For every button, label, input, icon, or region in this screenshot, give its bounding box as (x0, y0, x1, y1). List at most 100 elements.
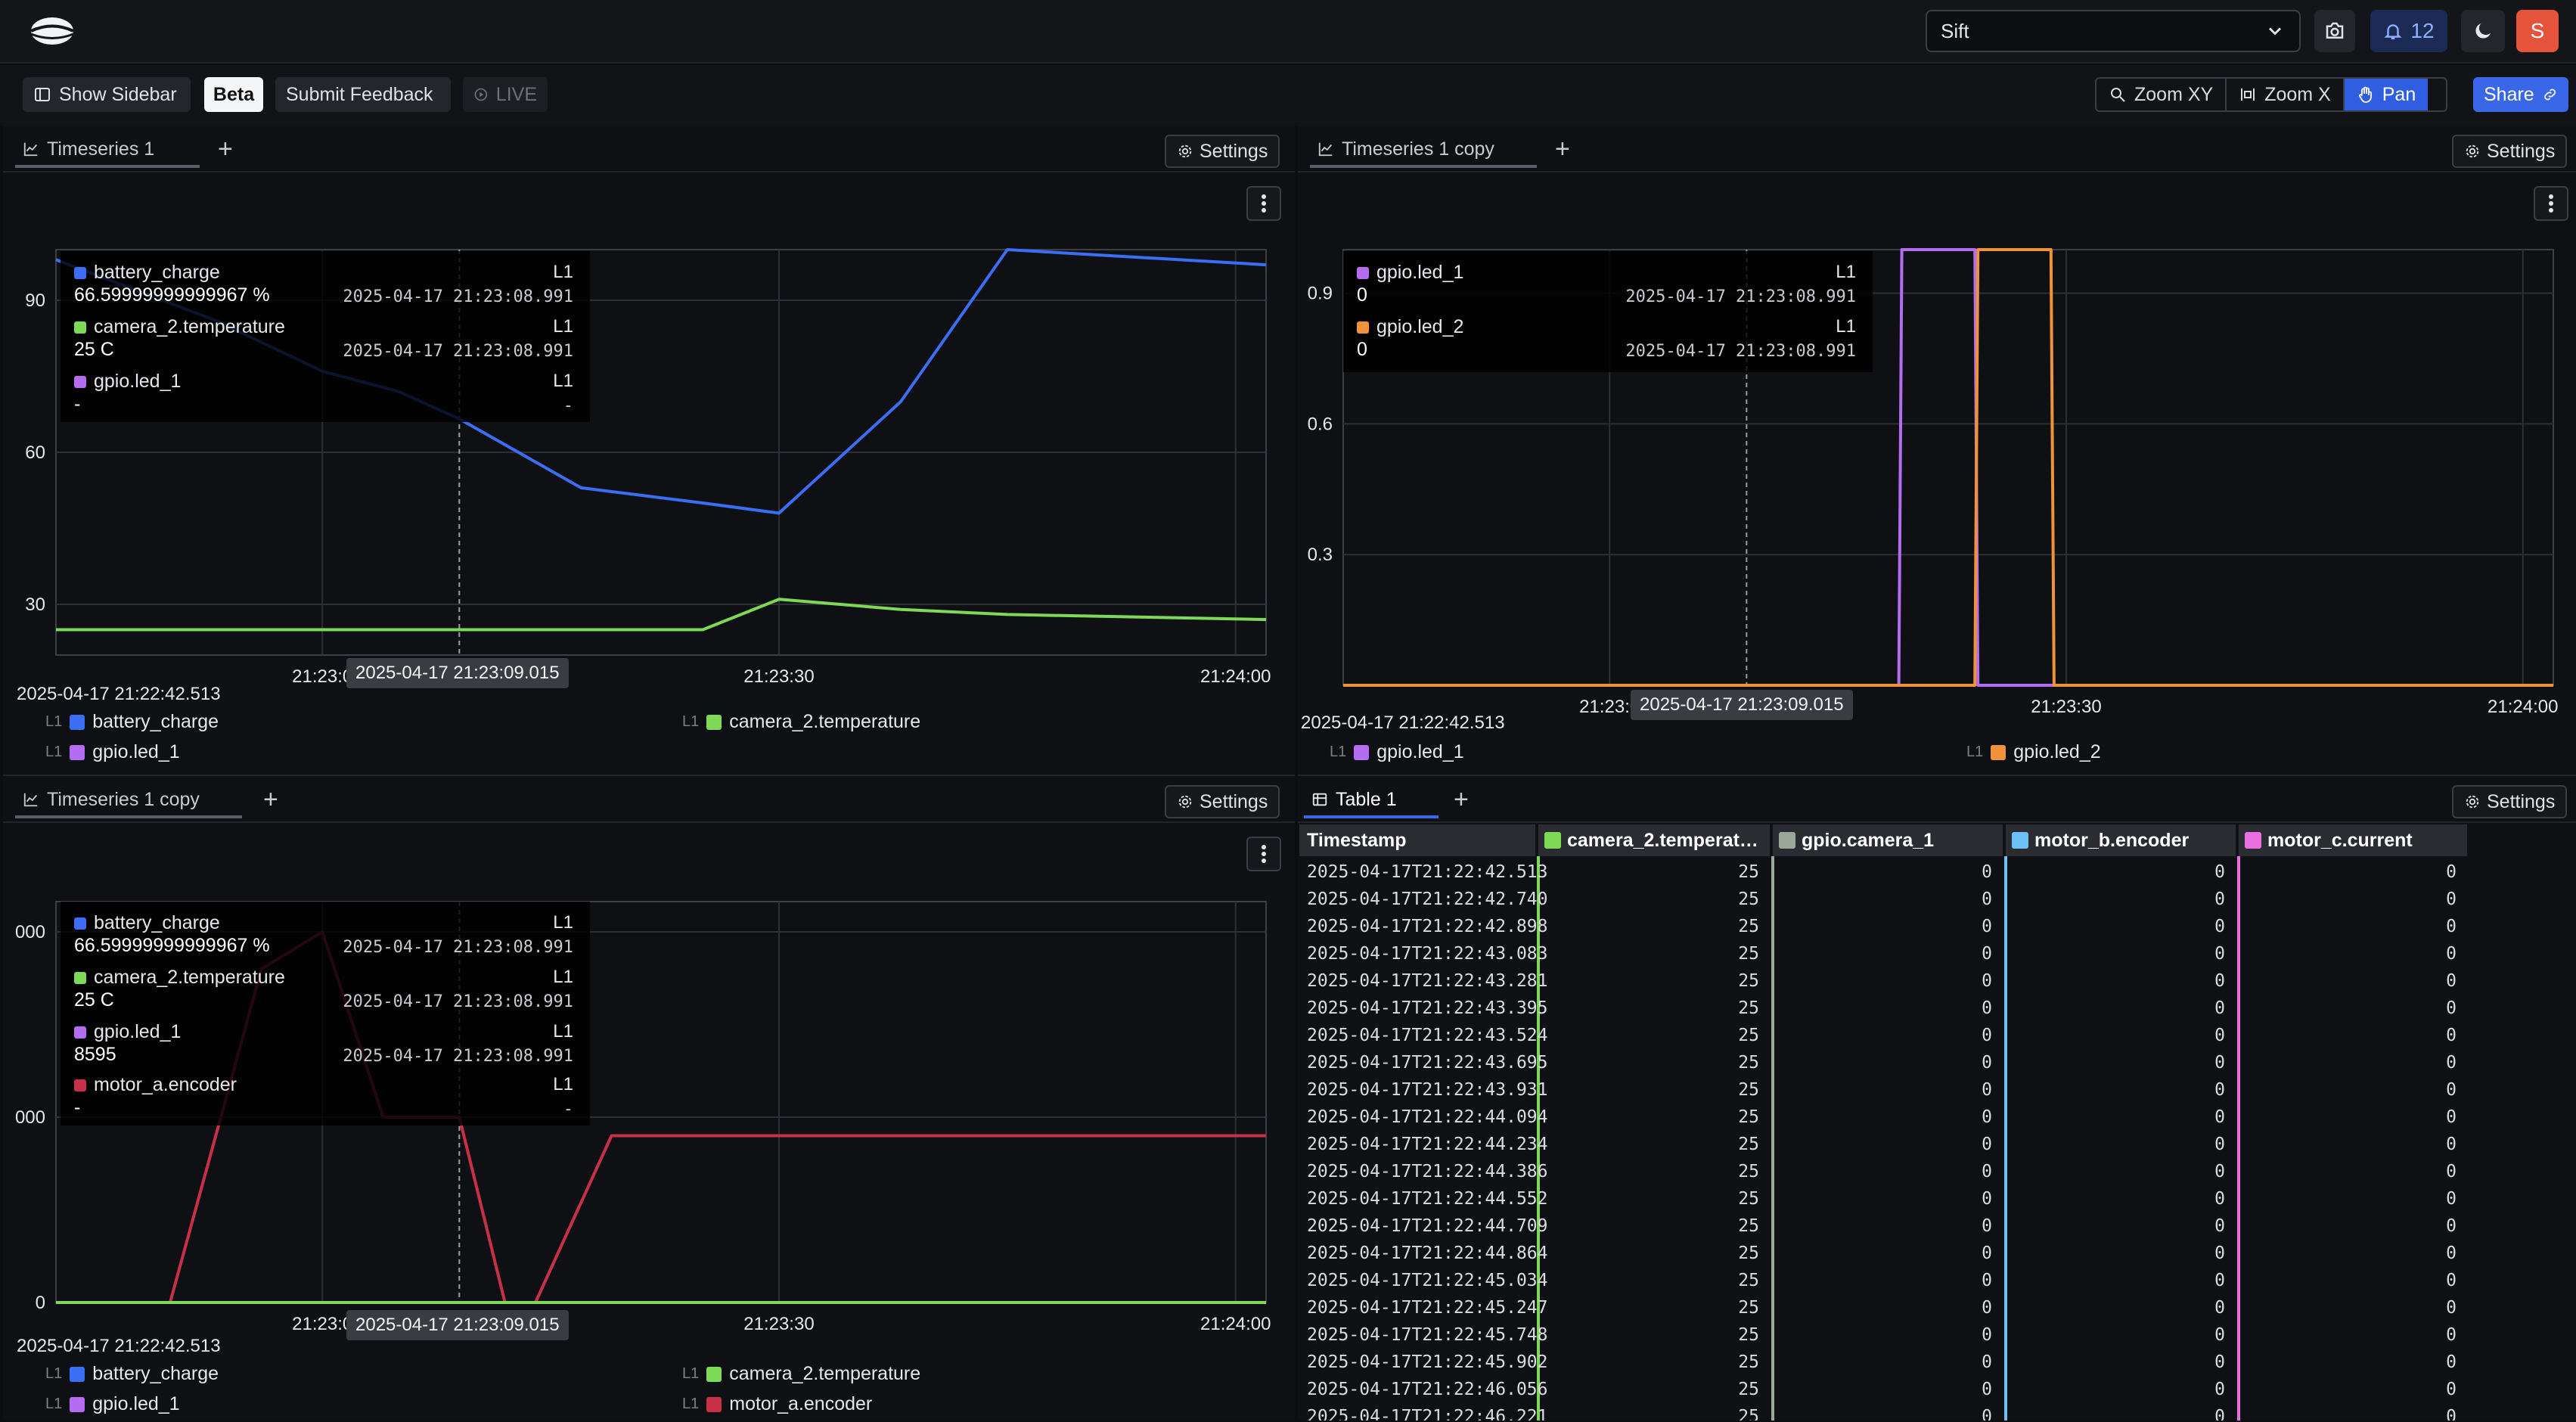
panel-settings-button[interactable]: Settings (2452, 135, 2568, 168)
submit-feedback-button[interactable]: Submit Feedback (275, 77, 451, 112)
legend-label: gpio.led_1 (92, 1393, 180, 1414)
add-tab-button[interactable]: + (1555, 135, 1570, 163)
table-cell-value: 0 (1982, 1325, 1992, 1345)
table-cell-value: 0 (2214, 1107, 2225, 1127)
legend-item[interactable]: L1 battery_charge (45, 711, 219, 733)
organization-select[interactable]: Sift (1926, 10, 2301, 52)
x-tick-label: 21:23:0 (292, 666, 352, 687)
table-header-cell[interactable]: motor_b.encoder (2006, 824, 2236, 856)
tooltip-value: 8595 (74, 1044, 116, 1065)
more-vertical-icon (2549, 194, 2553, 213)
chart-menu-button[interactable] (2534, 186, 2568, 221)
table-cell-value: 0 (2214, 1298, 2225, 1318)
add-tab-button[interactable]: + (263, 785, 278, 814)
table-header-cell[interactable]: gpio.camera_1 (1773, 824, 2003, 856)
legend-item[interactable]: L1 battery_charge (45, 1363, 219, 1385)
legend-label: gpio.led_2 (2013, 741, 2101, 762)
table-icon (1312, 793, 1327, 806)
table-header-cell[interactable]: motor_c.current (2239, 824, 2467, 856)
timeseries-chart[interactable]: 21:23:0 21:23:30 21:24:00 0.9 0.6 0.3 (1298, 126, 2576, 775)
tab-label: Timeseries 1 copy (47, 788, 200, 810)
tab-label: Timeseries 1 copy (1342, 138, 1494, 160)
share-button[interactable]: Share (2473, 77, 2568, 112)
y-tick-label: 0 (36, 1293, 45, 1313)
timeseries-chart[interactable]: 21:23:0 21:23:30 21:24:00 90 60 30 (3, 126, 1295, 775)
pan-button[interactable]: Pan (2344, 79, 2429, 110)
chart-menu-button[interactable] (1246, 186, 1281, 221)
table-header-cell[interactable]: camera_2.temperat… (1538, 824, 1770, 856)
legend-item[interactable]: L1 gpio.led_1 (45, 1393, 180, 1415)
zoom-x-label: Zoom X (2264, 83, 2331, 105)
y-tick-label: 0.6 (1308, 414, 1333, 434)
chart-menu-button[interactable] (1246, 837, 1281, 871)
tab-timeseries-1[interactable]: Timeseries 1 (15, 133, 200, 168)
screenshot-button[interactable] (2314, 10, 2355, 52)
table-cell-value: 25 (1738, 1407, 1759, 1420)
table-cell-value: 25 (1738, 1298, 1759, 1318)
tab-timeseries-1-copy[interactable]: Timeseries 1 copy (1310, 133, 1537, 168)
table-cell-value: 0 (1982, 1243, 1992, 1263)
data-table[interactable]: Timestamp camera_2.temperat… gpio.camera_1… (1299, 824, 2470, 1420)
show-sidebar-button[interactable]: Show Sidebar (23, 77, 191, 112)
legend-item[interactable]: L1 motor_a.encoder (682, 1393, 872, 1415)
tooltip-row: camera_2.temperature L1 25 C 2025-04-17 … (74, 967, 573, 1021)
series-swatch (70, 714, 85, 730)
table-cell-value: 0 (2214, 917, 2225, 936)
notifications-button[interactable]: 12 (2370, 10, 2447, 52)
table-cell-value: 0 (2446, 1053, 2457, 1073)
user-avatar[interactable]: S (2516, 10, 2559, 52)
table-cell-value: 0 (1982, 944, 1992, 964)
column-color-bar (2237, 856, 2240, 1420)
legend-item[interactable]: L1 camera_2.temperature (682, 711, 920, 733)
table-header-label: gpio.camera_1 (1802, 829, 1935, 851)
chart-tooltip: gpio.led_1 L1 0 2025-04-17 21:23:08.991 … (1343, 251, 1873, 372)
line-chart-icon (23, 793, 38, 807)
tooltip-series-label: camera_2.temperature (94, 316, 285, 337)
legend-axis-label: L1 (45, 744, 63, 760)
add-tab-button[interactable]: + (218, 135, 233, 163)
add-tab-button[interactable]: + (1454, 785, 1469, 814)
sift-logo-icon[interactable] (29, 15, 76, 47)
legend-item[interactable]: L1 gpio.led_1 (1330, 741, 1464, 763)
tooltip-row-l1: L1 (553, 371, 573, 391)
timeseries-panel-2: Timeseries 1 copy + Settings 21:23:0 21:2… (1298, 126, 2576, 775)
table-cell-value: 0 (1982, 862, 1992, 882)
legend-item[interactable]: L1 camera_2.temperature (682, 1363, 920, 1385)
panel-settings-button[interactable]: Settings (2452, 785, 2568, 818)
x-tick-label: 21:23:30 (743, 666, 814, 687)
theme-toggle-button[interactable] (2461, 10, 2505, 52)
table-cell-value: 0 (1982, 998, 1992, 1018)
zoom-xy-button[interactable]: Zoom XY (2096, 79, 2227, 110)
tooltip-row-l1: L1 (553, 316, 573, 337)
table-cell-value: 0 (2446, 1352, 2457, 1372)
tab-table-1[interactable]: Table 1 (1304, 784, 1439, 818)
legend-label: camera_2.temperature (729, 711, 921, 732)
table-cell-value: 0 (2214, 1271, 2225, 1290)
panel-settings-button[interactable]: Settings (1165, 785, 1280, 818)
table-header-label: motor_c.current (2267, 829, 2413, 851)
table-cell-value: 0 (2446, 917, 2457, 936)
table-cell-timestamp: 2025-04-17T21:22:42.513 (1307, 862, 1548, 882)
tooltip-series-name: gpio.led_2 (1357, 316, 1463, 338)
table-cell-timestamp: 2025-04-17T21:22:44.709 (1307, 1216, 1548, 1236)
legend-axis-label: L1 (45, 1396, 63, 1412)
table-cell-value: 0 (1982, 1407, 1992, 1420)
y-tick-label: 60 (25, 442, 45, 463)
tab-timeseries-1-copy[interactable]: Timeseries 1 copy (15, 784, 242, 818)
series-swatch (706, 1396, 722, 1412)
zoom-x-icon (2241, 88, 2255, 101)
table-cell-value: 0 (2446, 998, 2457, 1018)
zoom-x-button[interactable]: Zoom X (2227, 79, 2345, 110)
column-swatch (1779, 832, 1795, 849)
table-header-cell[interactable]: Timestamp (1299, 824, 1535, 856)
table-header-label: motor_b.encoder (2034, 829, 2190, 851)
y-tick-label: 30 (25, 595, 45, 615)
series-swatch (74, 375, 86, 388)
table-cell-value: 0 (2446, 890, 2457, 909)
panel-settings-button[interactable]: Settings (1165, 135, 1280, 168)
tooltip-row: gpio.led_1 L1 0 2025-04-17 21:23:08.991 (1357, 262, 1856, 316)
legend-item[interactable]: L1 gpio.led_2 (1966, 741, 2101, 763)
live-button[interactable]: LIVE (463, 77, 548, 112)
legend-item[interactable]: L1 gpio.led_1 (45, 741, 180, 763)
table-cell-value: 0 (1982, 890, 1992, 909)
